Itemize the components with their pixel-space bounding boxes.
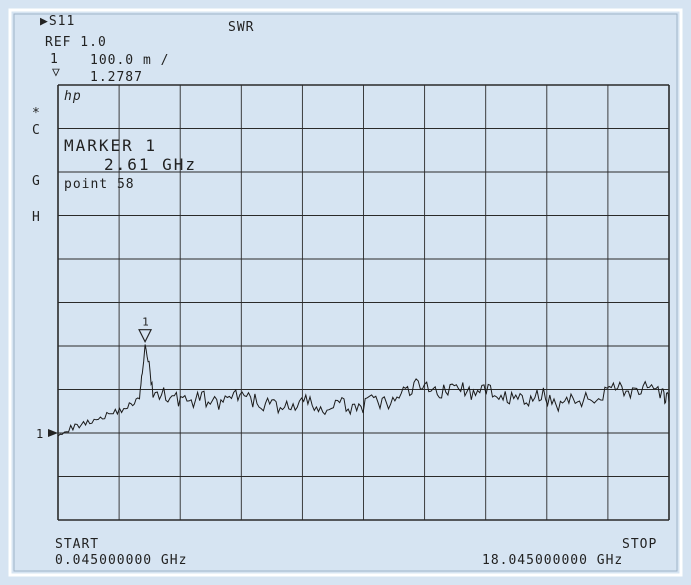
measurement-label: ▶S11 <box>40 14 76 29</box>
start-label: START <box>55 537 100 552</box>
side-label-star: * <box>32 106 41 121</box>
marker-title: MARKER 1 <box>64 136 158 155</box>
marker-index-label: 1 <box>50 52 59 67</box>
marker-readout: 1.2787 <box>90 70 143 85</box>
series-line <box>57 344 670 437</box>
outer-frame <box>8 8 683 577</box>
stop-value: 18.045000000 GHz <box>482 553 624 568</box>
side-label-c: C <box>32 123 41 138</box>
marker-triangle-icon: ▽ <box>52 65 61 80</box>
format-label: SWR <box>228 20 255 35</box>
graticule <box>57 84 670 521</box>
reference-arrow-icon <box>48 429 58 437</box>
marker-1-label: 1 <box>142 316 149 329</box>
stop-label: STOP <box>622 537 658 552</box>
marker-1-triangle <box>138 329 153 344</box>
side-label-h: H <box>32 210 41 225</box>
marker-frequency: 2.61 GHz <box>104 155 198 174</box>
trace-layer: 1 <box>36 344 670 441</box>
marker-layer: 1 <box>138 316 153 344</box>
marker-point: point 58 <box>64 177 135 192</box>
measurement-value: S11 <box>48 14 76 29</box>
start-value: 0.045000000 GHz <box>55 553 188 568</box>
inner-frame <box>13 13 678 572</box>
reference-level-label: 1 <box>36 427 43 441</box>
hp-logo: hp <box>64 89 82 104</box>
ref-label: REF 1.0 <box>45 35 107 50</box>
scale-label: 100.0 m / <box>90 53 170 68</box>
side-label-g: G <box>32 174 41 189</box>
